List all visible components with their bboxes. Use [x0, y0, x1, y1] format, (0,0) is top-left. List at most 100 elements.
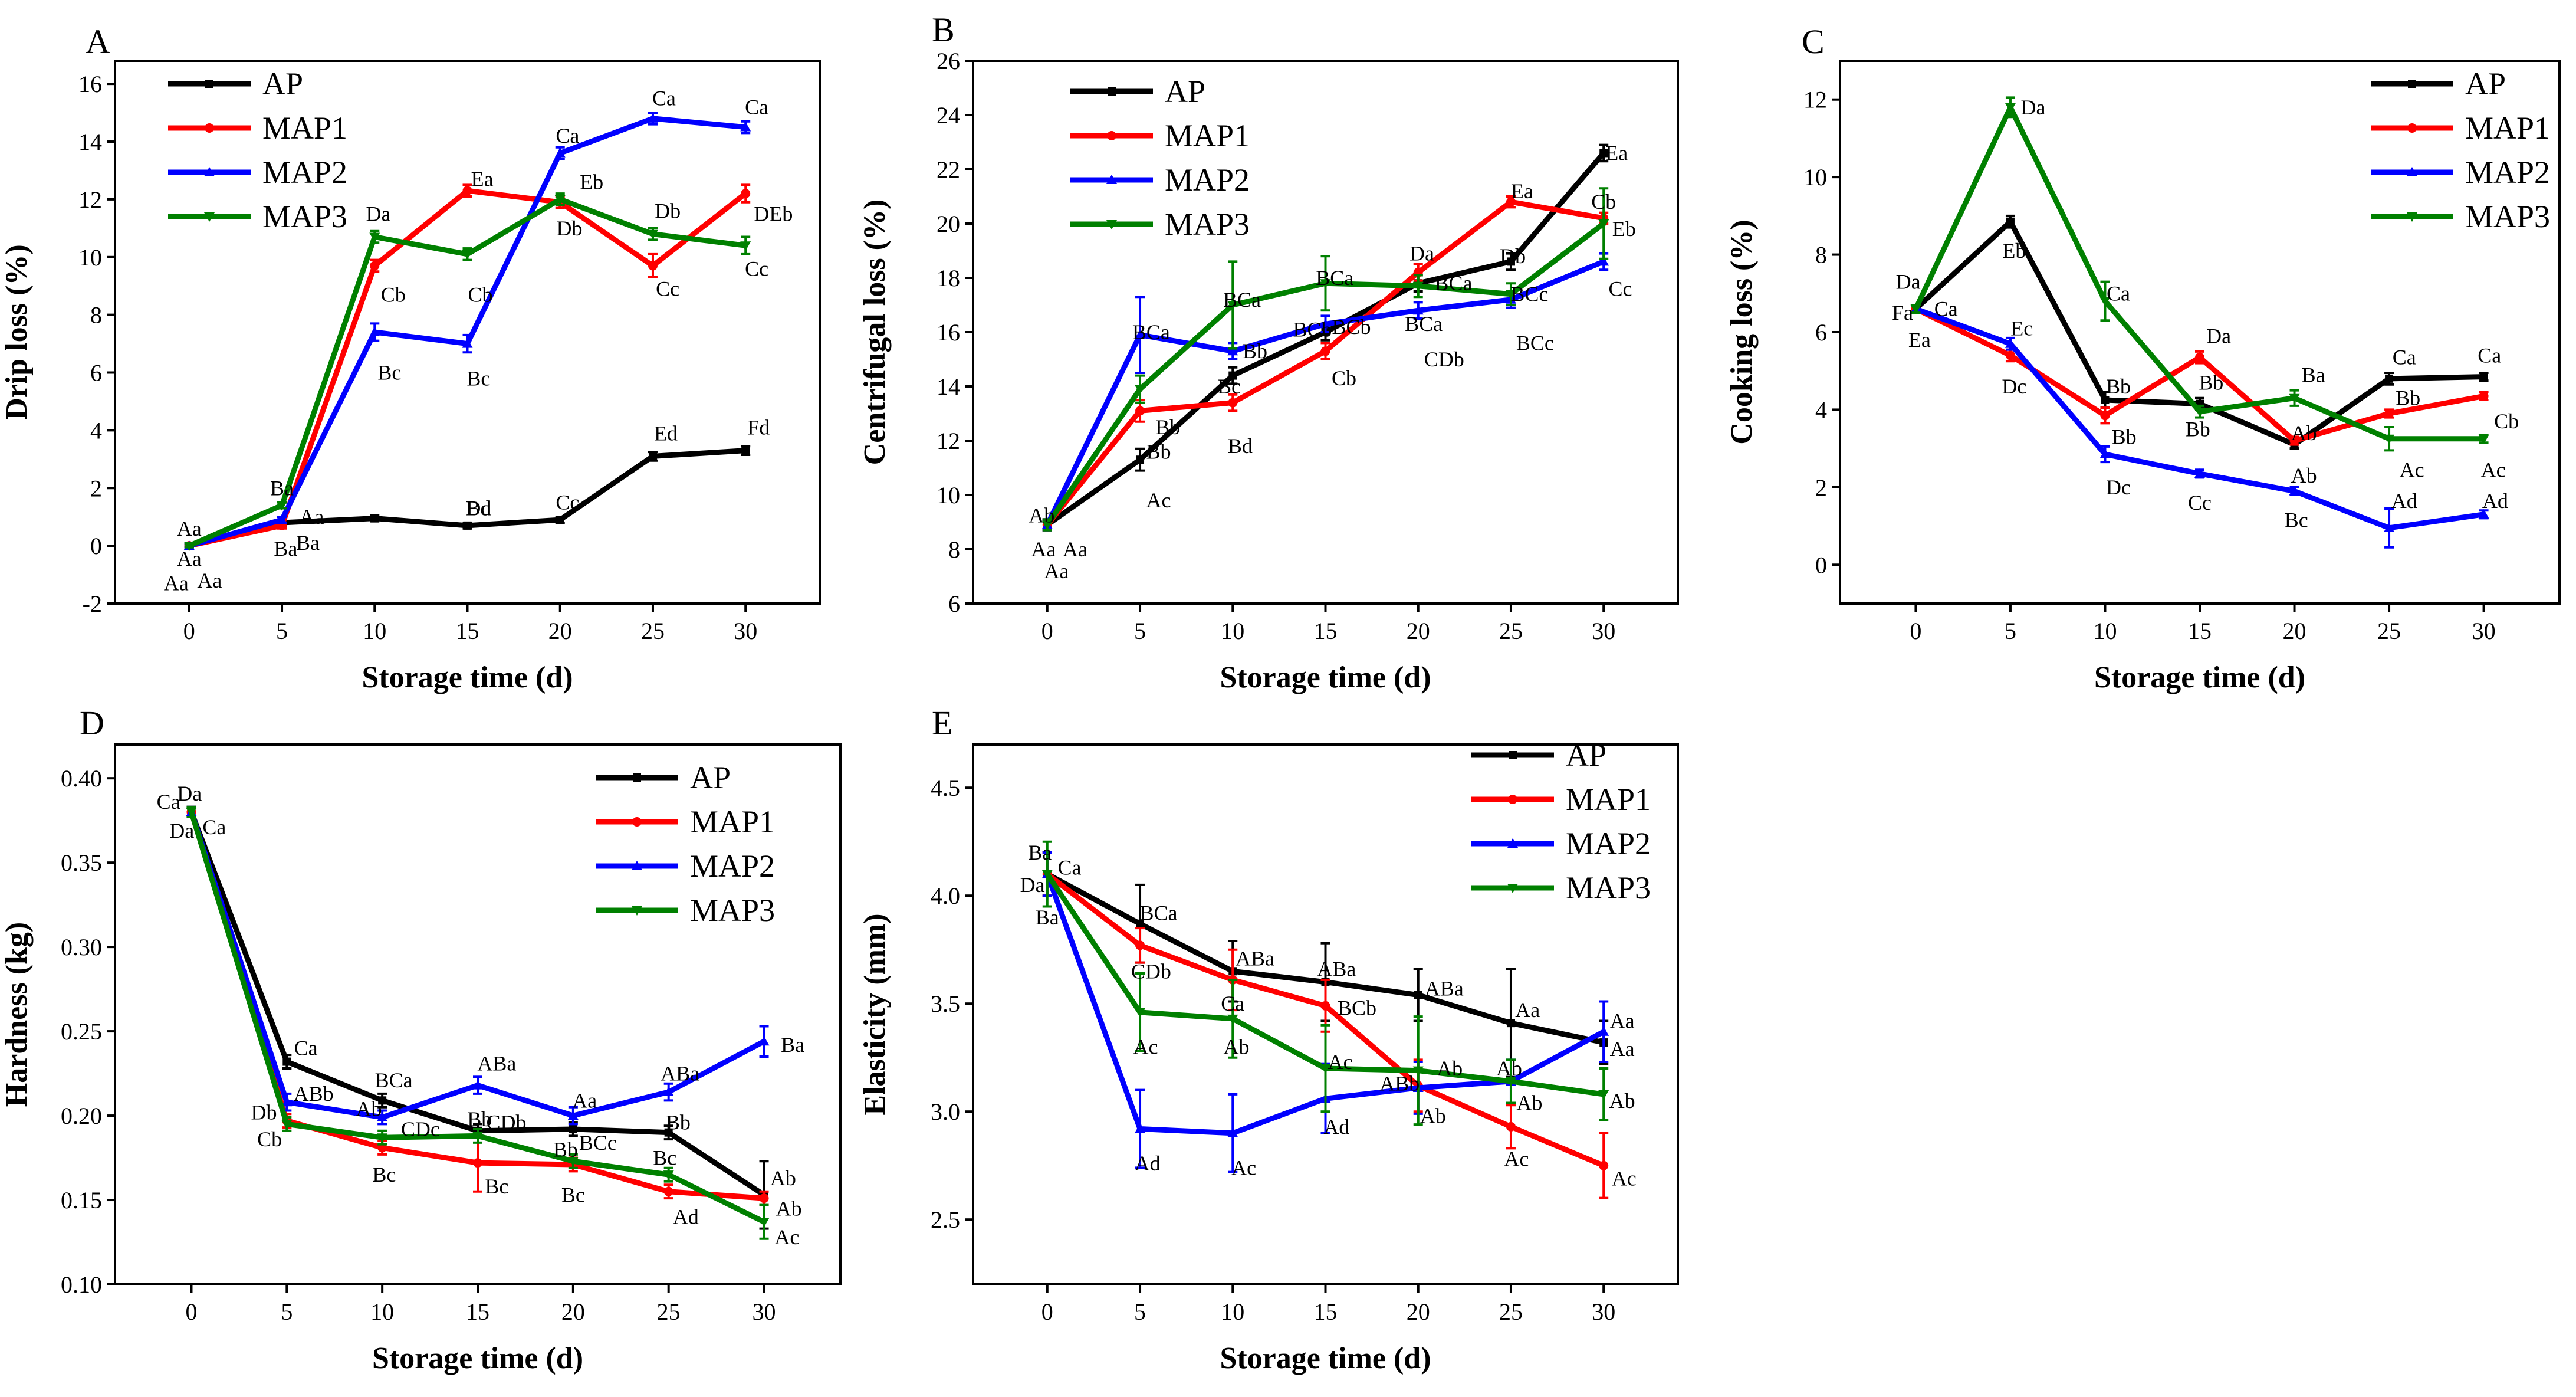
x-tick-label: 20 — [1407, 618, 1430, 644]
legend-label: MAP2 — [2465, 155, 2550, 190]
significance-label: Ca — [1221, 992, 1244, 1015]
significance-label: Cc — [556, 491, 579, 514]
significance-label: Bb — [2199, 370, 2223, 394]
significance-label: Ca — [202, 815, 226, 839]
x-tick-label: 10 — [1221, 1298, 1244, 1325]
legend-marker — [632, 861, 642, 870]
significance-label: Ba — [270, 476, 294, 500]
significance-label: Cc — [1609, 277, 1632, 300]
significance-label: Da — [169, 819, 194, 842]
legend-marker — [633, 773, 641, 782]
x-axis-label: Storage time (d) — [2094, 661, 2305, 694]
significance-label: Cc — [745, 257, 768, 280]
x-tick-label: 25 — [2377, 618, 2401, 644]
data-point — [1135, 1123, 1146, 1133]
series-map2 — [183, 112, 751, 550]
series-map3 — [1910, 96, 2489, 452]
legend-marker — [1509, 751, 1517, 759]
data-point — [569, 1124, 577, 1133]
y-tick-label: 14 — [937, 373, 960, 400]
data-point — [567, 1110, 579, 1120]
significance-label: Ad — [673, 1205, 699, 1229]
significance-label: ABa — [1425, 977, 1464, 1001]
legend-label: MAP3 — [262, 199, 347, 234]
data-point — [472, 1132, 483, 1142]
plot-frame — [1839, 60, 2561, 605]
data-point — [2099, 297, 2111, 307]
legend: AP MAP1 MAP2 MAP3 — [596, 760, 775, 928]
significance-label: Bb — [2186, 417, 2210, 441]
significance-label: BCa — [1434, 271, 1472, 295]
data-point — [1506, 1019, 1515, 1028]
x-tick-label: 20 — [2283, 618, 2306, 644]
data-point — [462, 186, 472, 196]
data-point — [1041, 520, 1053, 530]
significance-label: Cb — [2494, 409, 2519, 433]
data-point — [663, 1087, 674, 1097]
significance-label: Ab — [776, 1196, 802, 1220]
legend-marker — [2408, 80, 2416, 88]
panel-label: B — [932, 11, 955, 49]
data-point — [1505, 290, 1516, 300]
data-point — [2384, 522, 2395, 532]
significance-label: Ad — [2482, 489, 2508, 513]
x-tick-label: 0 — [1910, 618, 1921, 644]
legend-marker — [1106, 175, 1117, 184]
data-point — [281, 1120, 293, 1130]
data-point — [663, 1186, 673, 1196]
data-point — [2100, 411, 2110, 421]
data-point — [378, 1096, 387, 1105]
significance-label: Ad — [2391, 489, 2417, 513]
data-point — [370, 261, 380, 271]
data-point — [2006, 217, 2015, 226]
significance-label: Da — [1409, 242, 1434, 265]
legend-item-map2: MAP2 — [1471, 826, 1651, 861]
y-axis-label: Drip loss (%) — [0, 244, 34, 420]
legend-label: MAP1 — [1165, 118, 1250, 153]
significance-label: Ca — [745, 95, 768, 119]
significance-label: BCa — [1139, 901, 1177, 924]
legend-item-map3: MAP3 — [596, 893, 775, 928]
data-point — [1506, 197, 1516, 207]
significance-label: Ab — [356, 1097, 382, 1121]
significance-label: Da — [366, 202, 391, 225]
x-tick-label: 15 — [2188, 618, 2212, 644]
x-tick-label: 0 — [1041, 1298, 1053, 1325]
significance-label: Bc — [466, 366, 490, 390]
legend-marker — [1507, 838, 1518, 848]
legend-marker — [2407, 167, 2417, 176]
significance-label: Bb — [553, 1137, 578, 1161]
y-tick-label: 16 — [78, 71, 102, 97]
legend: AP MAP1 MAP2 MAP3 — [2371, 66, 2550, 234]
significance-label: Eb — [580, 170, 603, 194]
legend-item-ap: AP — [596, 760, 731, 795]
data-point — [556, 516, 564, 524]
y-tick-label: 4.5 — [931, 775, 960, 801]
data-point — [1227, 301, 1238, 310]
data-point — [647, 113, 658, 123]
data-point — [2289, 486, 2300, 496]
y-axis-label: Hardness (kg) — [0, 922, 34, 1107]
significance-label: Ca — [2107, 281, 2130, 305]
x-tick-label: 20 — [548, 618, 572, 644]
panel-C: 0 5 10 15 20 25 30 0 2 4 6 8 10 12 Storage time (d) Coo… — [1725, 22, 2561, 694]
data-point — [2479, 372, 2488, 381]
legend-item-ap: AP — [1070, 74, 1205, 109]
x-tick-label: 25 — [1499, 618, 1523, 644]
significance-label: Db — [251, 1100, 277, 1124]
significance-label: Ca — [2393, 346, 2416, 369]
significance-label: Ab — [2291, 421, 2317, 445]
data-point — [1320, 1001, 1330, 1011]
data-point — [1414, 991, 1422, 999]
significance-label: Dc — [2002, 375, 2026, 398]
legend-label: MAP2 — [1165, 162, 1250, 198]
significance-label: Ac — [1504, 1147, 1529, 1171]
data-point — [1598, 256, 1609, 266]
y-tick-label: 6 — [948, 591, 960, 617]
data-point — [1135, 385, 1146, 395]
legend-item-map3: MAP3 — [1070, 206, 1250, 242]
significance-label: BCb — [1332, 315, 1371, 339]
data-point — [473, 1158, 482, 1168]
legend-item-ap: AP — [2371, 66, 2506, 101]
data-point — [1136, 919, 1145, 928]
